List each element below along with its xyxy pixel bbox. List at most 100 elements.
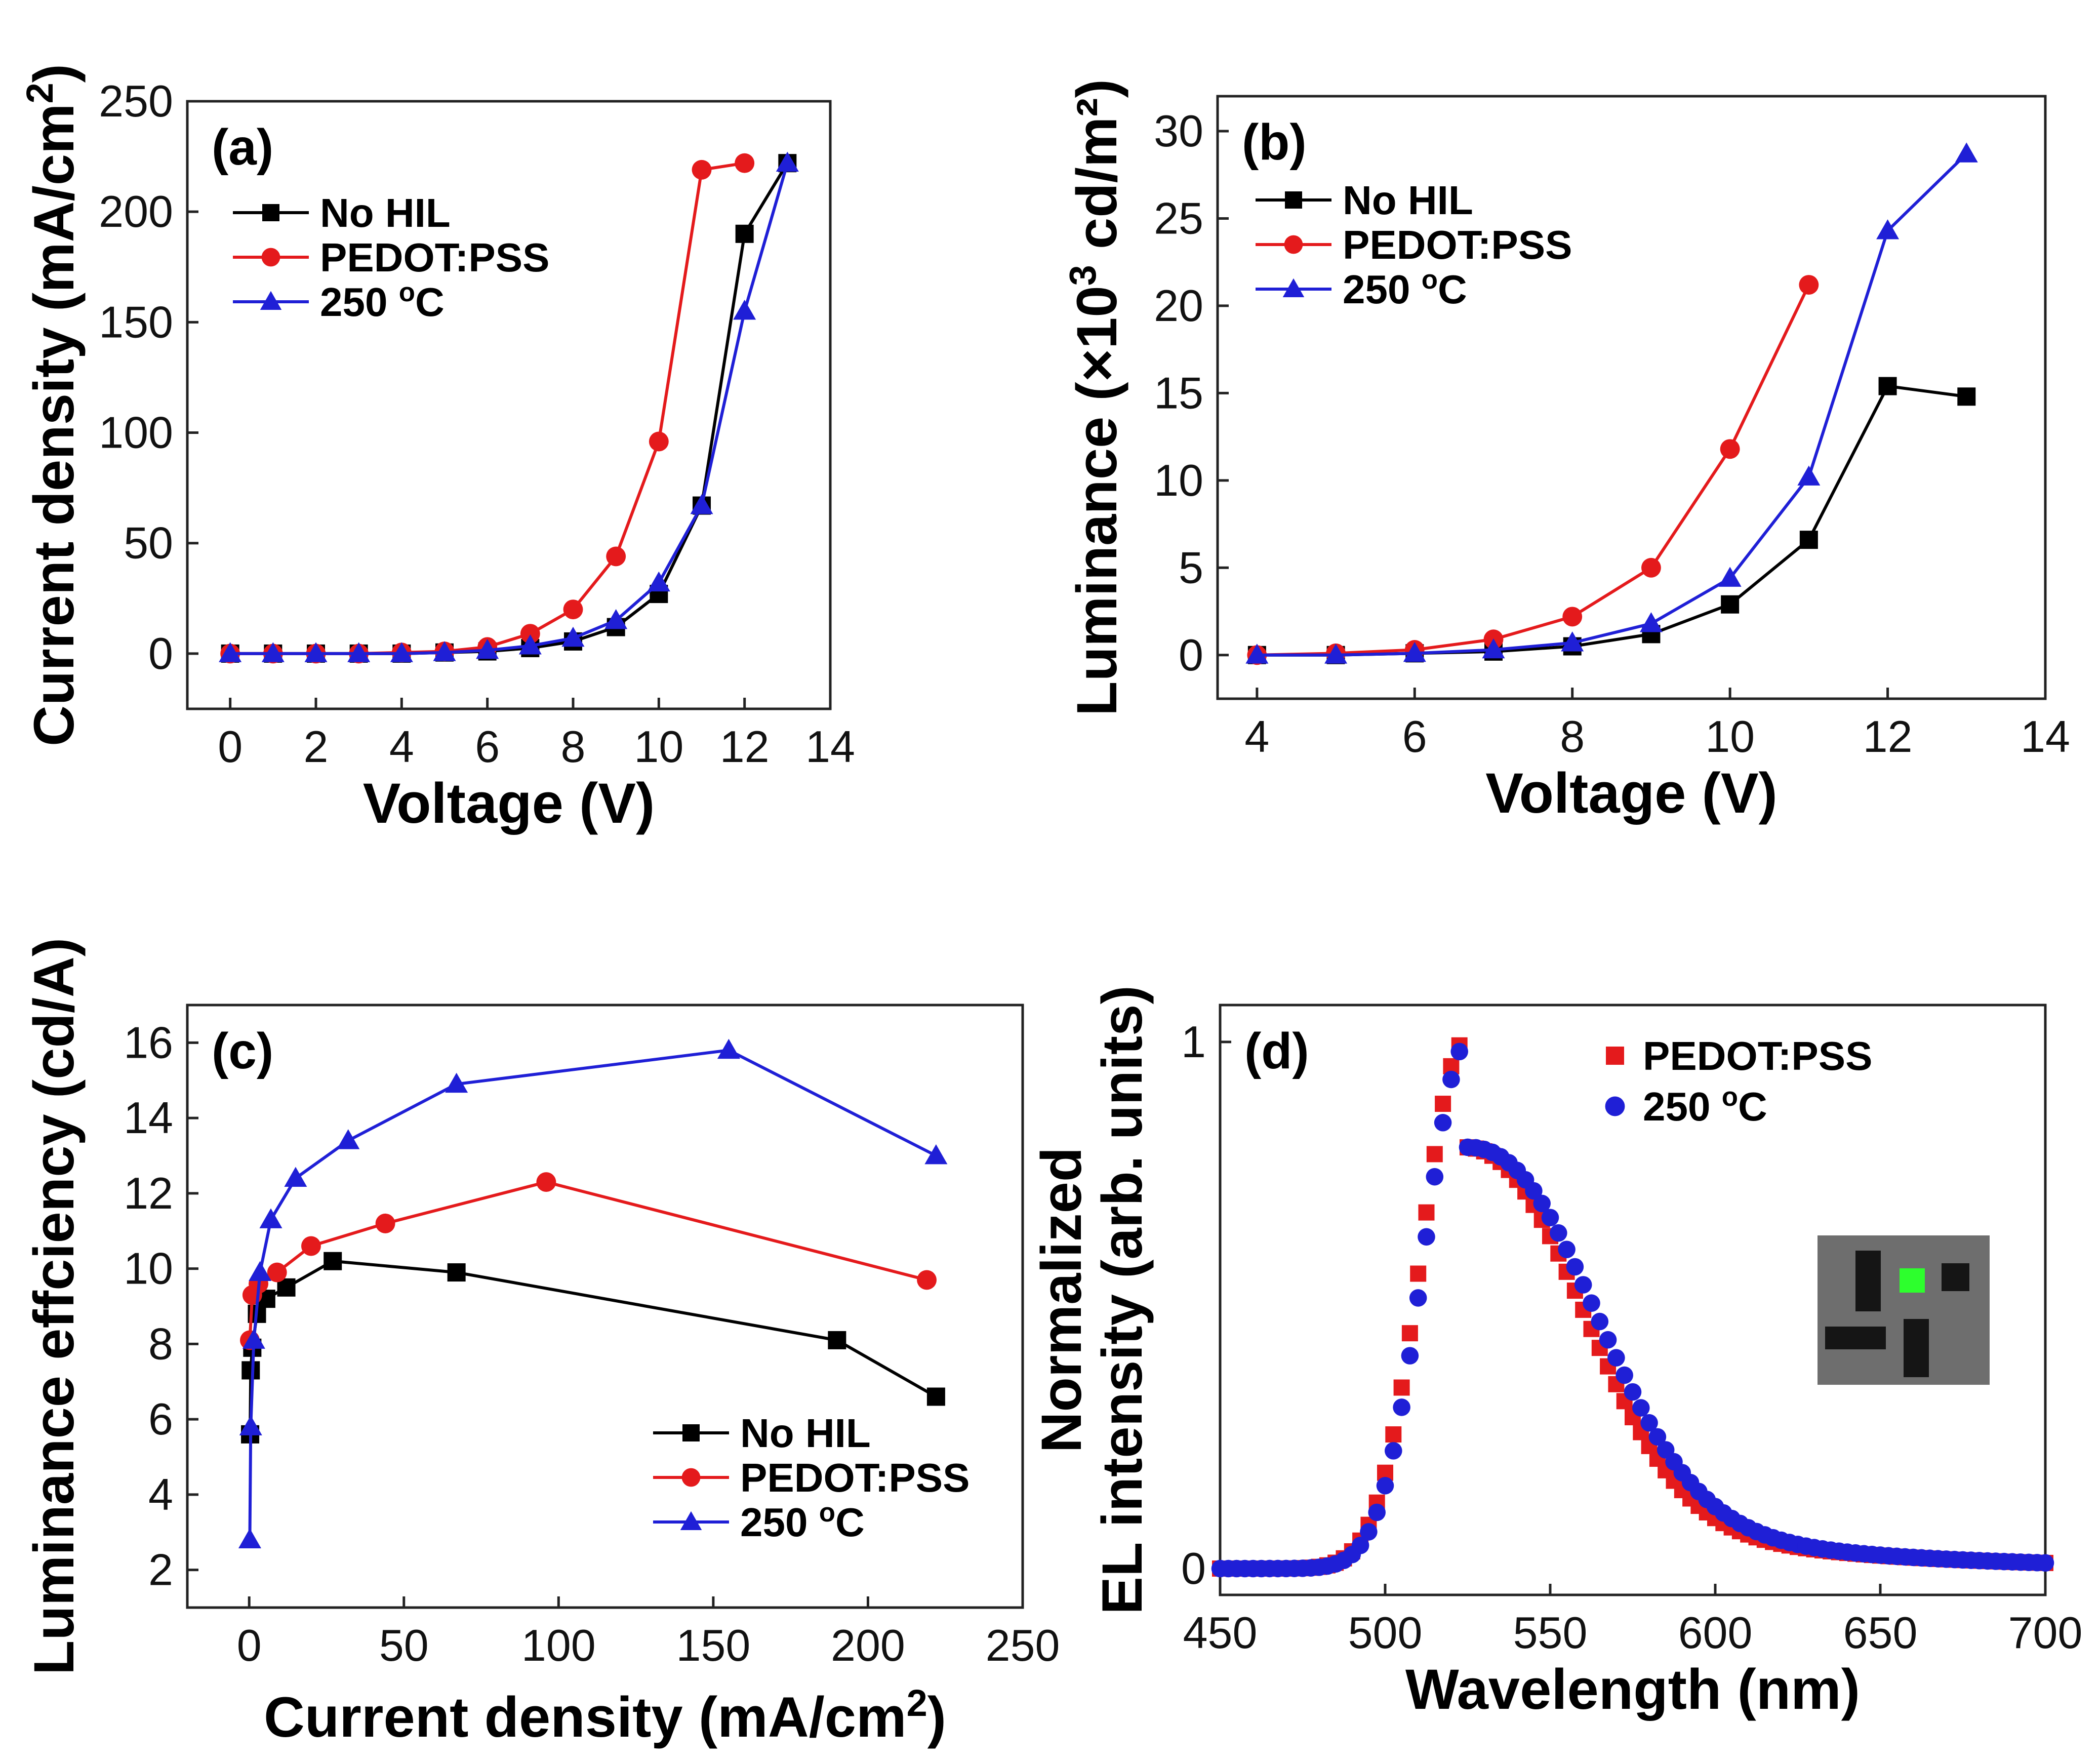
x-tick-label: 150 [676,1620,750,1670]
legend-marker [681,1468,701,1487]
x-tick-label: 600 [1678,1608,1753,1658]
data-point [1409,1289,1427,1307]
plot-frame [1219,1004,2047,1596]
data-point [1876,219,1900,239]
data-point [239,1415,262,1435]
y-axis-label-line1: Normalized [1030,1147,1093,1453]
series-pedot-pss [220,153,755,664]
data-point [1426,1168,1444,1186]
x-tick-label: 6 [475,722,500,772]
y-tick-label: 10 [124,1244,173,1294]
legend-label: PEDOT:PSS [320,235,549,280]
legend-label-part: 250 [740,1500,819,1545]
legend-marker [260,291,282,310]
x-tick-label: 550 [1513,1608,1588,1658]
legend-entry: 250 oC [233,277,445,325]
inset-electrode [1904,1319,1929,1377]
data-point [563,599,583,620]
x-axis-label-part: 2 [907,1682,927,1724]
data-point [1482,638,1505,659]
data-point [1550,1224,1567,1242]
data-point [375,1213,395,1233]
legend-label: 250 oC [740,1498,865,1545]
data-point [776,151,799,172]
x-tick-label: 4 [1244,711,1269,762]
data-point [1525,1182,1543,1200]
y-tick-label: 250 [99,76,173,126]
data-point [1878,377,1897,395]
data-point [304,642,328,662]
legend-label-part: 250 [320,279,399,325]
data-point [219,642,242,662]
data-point [324,1252,342,1270]
data-point [2036,1554,2054,1572]
legend-entry: PEDOT:PSS [233,235,549,280]
y-axis-label-line2: EL intensity (arb. units) [1091,985,1154,1615]
data-point [647,571,670,592]
data-point [1640,1414,1658,1432]
x-tick-label: 6 [1402,711,1427,762]
y-tick-label: 0 [1181,1543,1206,1593]
data-point [1799,275,1819,295]
data-point [1599,1331,1617,1349]
y-tick-label: 20 [1154,281,1203,331]
y-tick-label: 50 [124,518,173,568]
inset-electrode [1825,1327,1886,1349]
x-tick-label: 8 [1560,711,1585,762]
y-axis-label-part: 2 [19,83,61,103]
x-tick-label: 700 [2008,1608,2083,1658]
data-point [1607,1349,1625,1367]
data-point [1632,1399,1650,1417]
y-axis-label-part: Current density (mA/cm [22,103,86,746]
series-line [248,1049,937,1540]
data-point [1624,1383,1642,1401]
data-point [828,1331,846,1349]
data-point [1533,1194,1551,1213]
data-point [1442,1070,1460,1089]
legend-label-part: 250 [1643,1084,1722,1129]
x-tick-label: 14 [805,722,855,772]
data-point [1797,465,1821,486]
series-line [1257,384,1967,657]
series-250-oc [219,151,799,662]
data-point [1558,1240,1576,1259]
y-tick-label: 10 [1154,455,1203,505]
legend-label: No HIL [320,190,451,235]
series-no-hil [221,154,797,663]
data-point [242,1329,265,1349]
x-tick-label: 0 [218,722,243,772]
y-tick-label: 4 [148,1469,173,1519]
y-tick-label: 14 [124,1093,173,1143]
data-point [284,1167,307,1187]
y-tick-label: 12 [124,1168,173,1218]
data-point [1351,1537,1369,1554]
data-point [390,642,413,662]
chart-panel-c: 0 50 100 150 200 250 2 4 6 8 10 12 14 16 (c) Current de… [22,938,1060,1749]
x-tick-label: 4 [389,722,414,772]
data-point [1393,1398,1410,1416]
legend-marker [680,1511,702,1530]
data-point [520,624,540,644]
data-point [606,546,626,567]
y-tick-label: 15 [1154,368,1203,418]
data-point [735,224,754,243]
y-tick-label: 0 [148,628,173,678]
data-point [1561,631,1584,652]
data-point [1718,567,1742,587]
y-tick-label: 8 [148,1318,173,1369]
data-point [1393,1379,1410,1396]
data-point [1591,1312,1609,1331]
data-point [1574,1276,1592,1294]
data-point [241,1361,260,1380]
y-axis-label: Luminance effciency (cd/A) [22,938,86,1675]
data-point [917,1270,937,1290]
legend-label-part: 250 [1343,267,1422,312]
series-250-oc [238,1038,948,1548]
x-tick-label: 500 [1348,1608,1423,1658]
data-point [1418,1228,1435,1246]
y-axis-label-part: cd/m²) [1065,79,1128,265]
data-point [476,638,499,659]
legend-label: PEDOT:PSS [1343,222,1572,267]
x-tick-label: 250 [986,1620,1060,1670]
